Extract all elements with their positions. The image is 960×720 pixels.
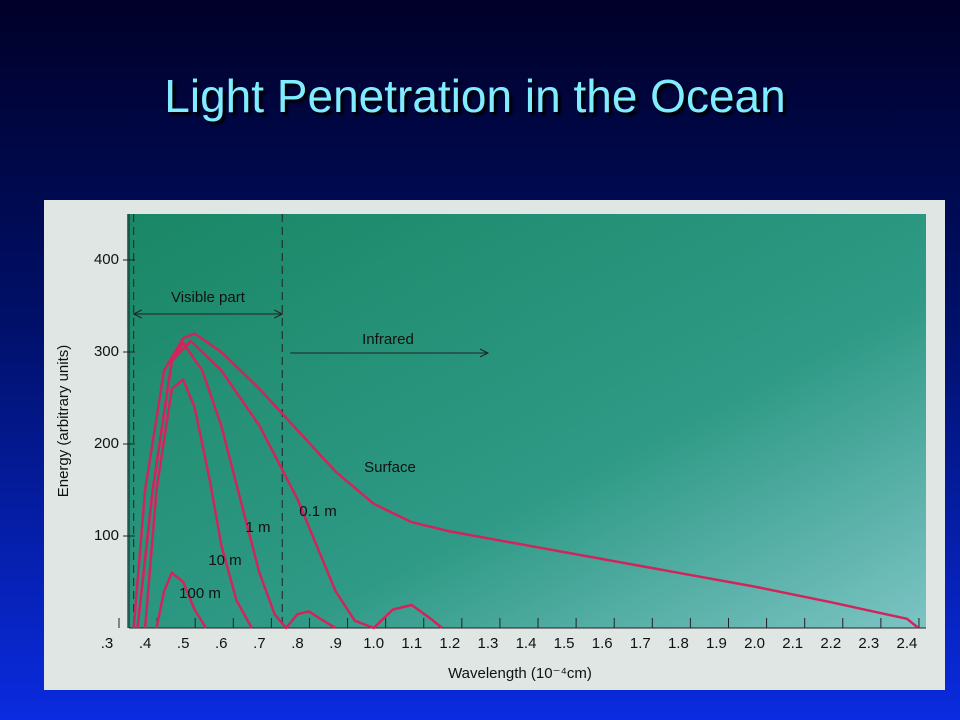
series-label: 100 m — [179, 585, 221, 602]
x-tick-label: 1.8 — [668, 635, 689, 652]
series-label: 1 m — [245, 519, 270, 536]
series-line — [136, 341, 337, 630]
series-label: 10 m — [208, 552, 241, 569]
x-tick-label: 2.2 — [820, 635, 841, 652]
series-label: 0.1 m — [299, 503, 337, 520]
x-tick-label: 2.3 — [858, 635, 879, 652]
infrared-arrow-head — [479, 348, 490, 358]
x-tick-label: 1.5 — [554, 635, 575, 652]
x-tick-label: .3 — [101, 635, 114, 652]
slide-title: Light Penetration in the Ocean — [164, 70, 785, 122]
y-tick-label: 400 — [94, 251, 119, 268]
x-tick-label: .6 — [215, 635, 228, 652]
visible-arrow-head — [132, 309, 142, 319]
x-tick-label: 1.3 — [478, 635, 499, 652]
series-line — [132, 332, 920, 629]
x-tick-label: 1.1 — [401, 635, 422, 652]
x-tick-label: 2.0 — [744, 635, 765, 652]
visible-arrow-head — [274, 309, 284, 319]
x-axis-label: Wavelength (10⁻⁴cm) — [448, 665, 592, 682]
x-tick-label: 2.1 — [782, 635, 803, 652]
y-tick-label: 100 — [94, 527, 119, 544]
y-tick-label: 300 — [94, 343, 119, 360]
annotation: Infrared — [362, 331, 414, 348]
series-line — [143, 378, 253, 629]
plot-area — [127, 214, 926, 628]
x-tick-label: .5 — [177, 635, 190, 652]
x-tick-label: .9 — [329, 635, 342, 652]
x-tick-label: 1.0 — [363, 635, 384, 652]
x-tick-label: 1.2 — [439, 635, 460, 652]
x-tick-label: 1.7 — [630, 635, 651, 652]
y-axis-label: Energy (arbitrary units) — [55, 345, 72, 498]
annotation: Visible part — [171, 289, 246, 306]
series-line — [136, 339, 443, 630]
x-tick-label: .7 — [253, 635, 266, 652]
y-tick-label: 200 — [94, 435, 119, 452]
x-tick-label: .8 — [291, 635, 304, 652]
x-tick-label: 1.4 — [516, 635, 537, 652]
x-tick-label: 2.4 — [897, 635, 918, 652]
series-line — [155, 571, 208, 629]
x-tick-label: .4 — [139, 635, 152, 652]
x-tick-label: 1.6 — [592, 635, 613, 652]
x-tick-label: 1.9 — [706, 635, 727, 652]
series-label: Surface — [364, 459, 416, 476]
